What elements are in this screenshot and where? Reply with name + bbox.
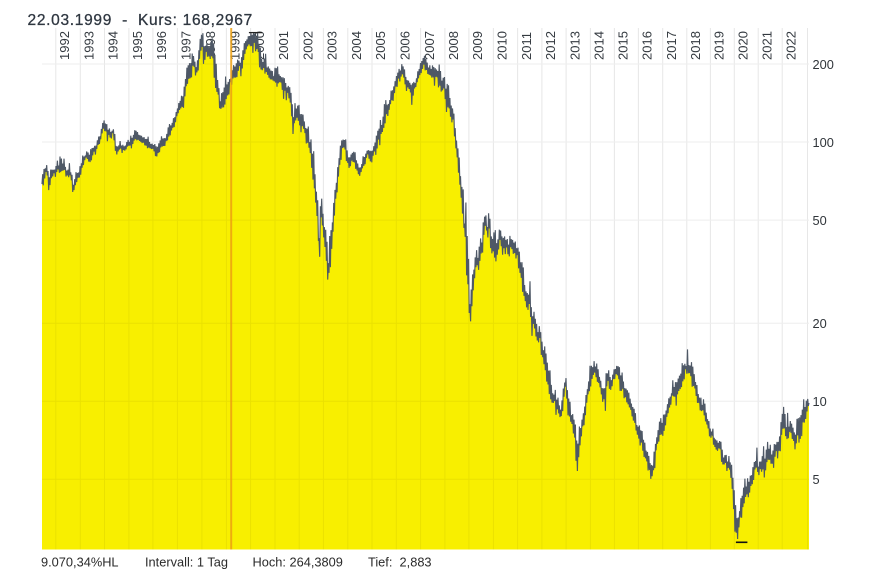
- svg-text:Intervall: 1 Tag: Intervall: 1 Tag: [145, 555, 228, 570]
- svg-text:1996: 1996: [154, 31, 169, 60]
- svg-text:2016: 2016: [640, 31, 655, 60]
- svg-text:2004: 2004: [349, 31, 364, 60]
- svg-text:2010: 2010: [495, 31, 510, 60]
- svg-text:Tief: 2,883: Tief: 2,883: [368, 555, 432, 570]
- svg-text:20: 20: [813, 316, 827, 331]
- svg-text:2014: 2014: [592, 31, 607, 60]
- svg-text:2012: 2012: [543, 31, 558, 60]
- svg-text:200: 200: [813, 57, 834, 72]
- svg-text:1992: 1992: [57, 31, 72, 60]
- svg-text:2001: 2001: [276, 31, 291, 60]
- svg-text:1995: 1995: [130, 31, 145, 60]
- svg-text:2013: 2013: [567, 31, 582, 60]
- svg-text:2008: 2008: [446, 31, 461, 60]
- svg-text:5: 5: [813, 472, 820, 487]
- svg-text:2022: 2022: [783, 31, 798, 60]
- svg-text:Hoch: 264,3809: Hoch: 264,3809: [253, 555, 343, 570]
- svg-text:1997: 1997: [179, 31, 194, 60]
- svg-text:2009: 2009: [470, 31, 485, 60]
- svg-text:2019: 2019: [712, 31, 727, 60]
- svg-text:100: 100: [813, 135, 834, 150]
- svg-text:9.070,34%HL: 9.070,34%HL: [41, 555, 119, 570]
- svg-text:2015: 2015: [616, 31, 631, 60]
- svg-text:2006: 2006: [398, 31, 413, 60]
- svg-text:22.03.1999 - Kurs: 168,2967: 22.03.1999 - Kurs: 168,2967: [28, 12, 253, 29]
- svg-text:10: 10: [813, 394, 827, 409]
- svg-text:1999: 1999: [228, 31, 243, 60]
- svg-text:2007: 2007: [422, 31, 437, 60]
- svg-text:1994: 1994: [106, 31, 121, 60]
- svg-text:2003: 2003: [325, 31, 340, 60]
- svg-text:50: 50: [813, 213, 827, 228]
- svg-text:2017: 2017: [664, 31, 679, 60]
- svg-text:2011: 2011: [519, 32, 534, 60]
- svg-text:2005: 2005: [373, 31, 388, 60]
- svg-text:2021: 2021: [759, 31, 774, 60]
- svg-text:2018: 2018: [688, 31, 703, 60]
- svg-text:2020: 2020: [736, 31, 751, 60]
- svg-text:2002: 2002: [300, 31, 315, 60]
- svg-text:1993: 1993: [82, 31, 97, 60]
